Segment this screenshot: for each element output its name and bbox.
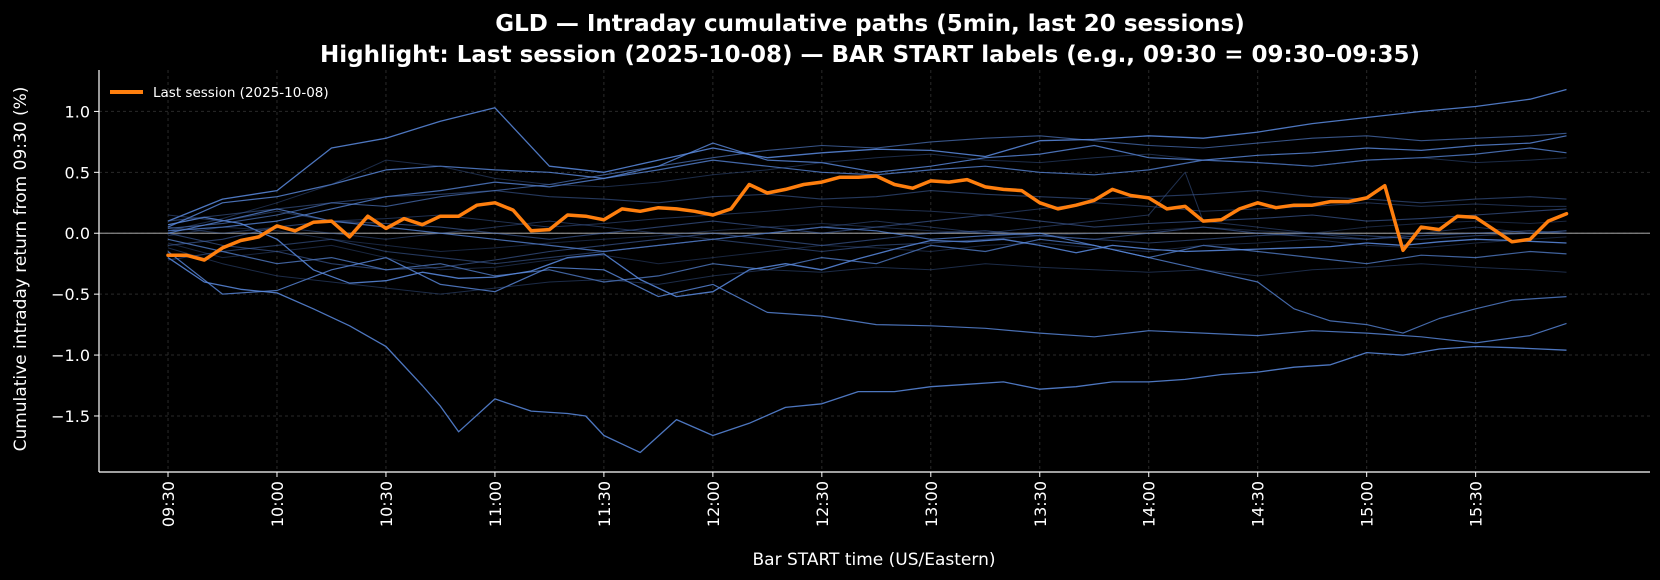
chart-title-line2: Highlight: Last session (2025-10-08) — B… bbox=[320, 42, 1420, 68]
x-axis-ticks: 09:30 10:00 10:30 11:00 11:30 12:00 12:30 13:00… bbox=[159, 472, 1486, 527]
x-tick-label-11: 15:00 bbox=[1358, 481, 1377, 527]
series-line-12 bbox=[167, 230, 1567, 265]
x-tick-label-0: 09:30 bbox=[159, 481, 178, 527]
y-axis-label: Cumulative intraday return from 09:30 (%… bbox=[11, 87, 31, 452]
x-tick-label-8: 13:30 bbox=[1031, 481, 1050, 527]
series-line-2 bbox=[167, 216, 1567, 298]
x-tick-label-1: 10:00 bbox=[268, 481, 287, 527]
series-line-13 bbox=[167, 171, 1567, 240]
x-tick-label-12: 15:30 bbox=[1467, 481, 1486, 527]
series-line-7 bbox=[167, 238, 1567, 283]
y-tick-label-4: −1.0 bbox=[51, 346, 90, 365]
series-line-4 bbox=[167, 251, 1567, 344]
x-tick-label-10: 14:30 bbox=[1249, 481, 1268, 527]
y-tick-label-5: −1.5 bbox=[51, 407, 90, 426]
x-tick-label-9: 14:00 bbox=[1140, 481, 1159, 527]
series-line-10 bbox=[167, 226, 1567, 271]
series-line-5 bbox=[167, 208, 1567, 334]
series-line-15 bbox=[167, 247, 1567, 295]
y-axis-ticks: 1.0 0.5 0.0 −0.5 −1.0 −1.5 bbox=[51, 102, 99, 426]
x-tick-label-2: 10:30 bbox=[377, 481, 396, 527]
y-tick-label-2: 0.0 bbox=[65, 224, 90, 243]
series-line-18 bbox=[167, 236, 1567, 271]
y-tick-label-0: 1.0 bbox=[65, 102, 90, 121]
x-tick-label-4: 11:30 bbox=[595, 481, 614, 527]
series-line-17 bbox=[167, 220, 1567, 252]
legend: Last session (2025-10-08) bbox=[110, 85, 329, 101]
series-line-1 bbox=[167, 257, 1567, 454]
legend-label-last-session: Last session (2025-10-08) bbox=[153, 85, 329, 101]
x-tick-label-5: 12:00 bbox=[704, 481, 723, 527]
series-line-0 bbox=[167, 88, 1567, 222]
chart-title-line1: GLD — Intraday cumulative paths (5min, l… bbox=[495, 11, 1245, 37]
series-group bbox=[167, 88, 1567, 454]
series-line-9 bbox=[167, 208, 1567, 246]
series-line-16 bbox=[167, 153, 1567, 232]
y-tick-label-3: −0.5 bbox=[51, 285, 90, 304]
series-line-11 bbox=[167, 190, 1567, 222]
series-line-3 bbox=[167, 135, 1567, 228]
x-tick-label-3: 11:00 bbox=[486, 481, 505, 527]
x-tick-label-7: 13:00 bbox=[922, 481, 941, 527]
highlight-series-line bbox=[166, 174, 1569, 262]
x-axis-label: Bar START time (US/Eastern) bbox=[753, 550, 996, 570]
x-tick-label-6: 12:30 bbox=[813, 481, 832, 527]
series-line-8 bbox=[167, 132, 1567, 229]
y-tick-label-1: 0.5 bbox=[65, 163, 90, 182]
